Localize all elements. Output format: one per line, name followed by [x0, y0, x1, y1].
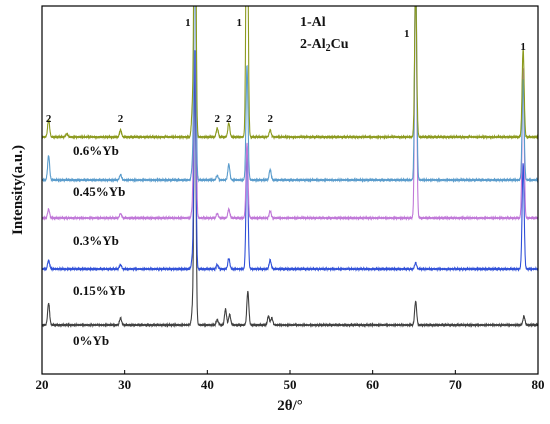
x-tick-label-4: 60	[366, 377, 379, 392]
series-label-2: 0.3%Yb	[73, 233, 119, 248]
peak-annotation-0: 1	[185, 17, 191, 29]
series-label-1: 0.15%Yb	[73, 283, 125, 298]
x-tick-label-2: 40	[201, 377, 214, 392]
x-axis-ticks: 20 30 40 50 60 70 80	[36, 370, 545, 392]
series-line-3	[42, 6, 538, 183]
series-line-4	[42, 6, 538, 141]
series-label-4: 0.6%Yb	[73, 143, 119, 158]
legend-phase-al2cu: 2-Al2Cu	[300, 37, 349, 54]
peak-annotation-5: 2	[118, 113, 124, 125]
x-tick-label-6: 80	[532, 377, 545, 392]
x-tick-label-0: 20	[36, 377, 49, 392]
legend-phase-al: 1-Al	[300, 15, 326, 30]
peak-annotation-3: 1	[520, 41, 526, 53]
series-label-0: 0%Yb	[73, 333, 109, 348]
series-line-2	[42, 6, 538, 222]
x-axis-label: 2θ/°	[277, 398, 303, 414]
peak-annotation-7: 2	[226, 113, 232, 125]
peak-annotation-1: 1	[236, 17, 242, 29]
peak-annotation-8: 2	[267, 113, 273, 125]
x-tick-label-1: 30	[118, 377, 131, 392]
peak-annotation-4: 2	[46, 113, 52, 125]
x-tick-label-5: 70	[449, 377, 462, 392]
series-label-3: 0.45%Yb	[73, 184, 125, 199]
peak-annotation-2: 1	[404, 28, 410, 40]
series-line-1	[42, 50, 538, 273]
peak-annotation-6: 2	[215, 113, 221, 125]
series-labels: 0%Yb 0.15%Yb 0.3%Yb 0.45%Yb 0.6%Yb	[73, 143, 125, 348]
x-tick-label-3: 50	[284, 377, 297, 392]
series-line-0	[42, 52, 538, 329]
series-layer	[42, 6, 538, 329]
y-axis-label: Intensity(a.u.)	[10, 145, 26, 235]
